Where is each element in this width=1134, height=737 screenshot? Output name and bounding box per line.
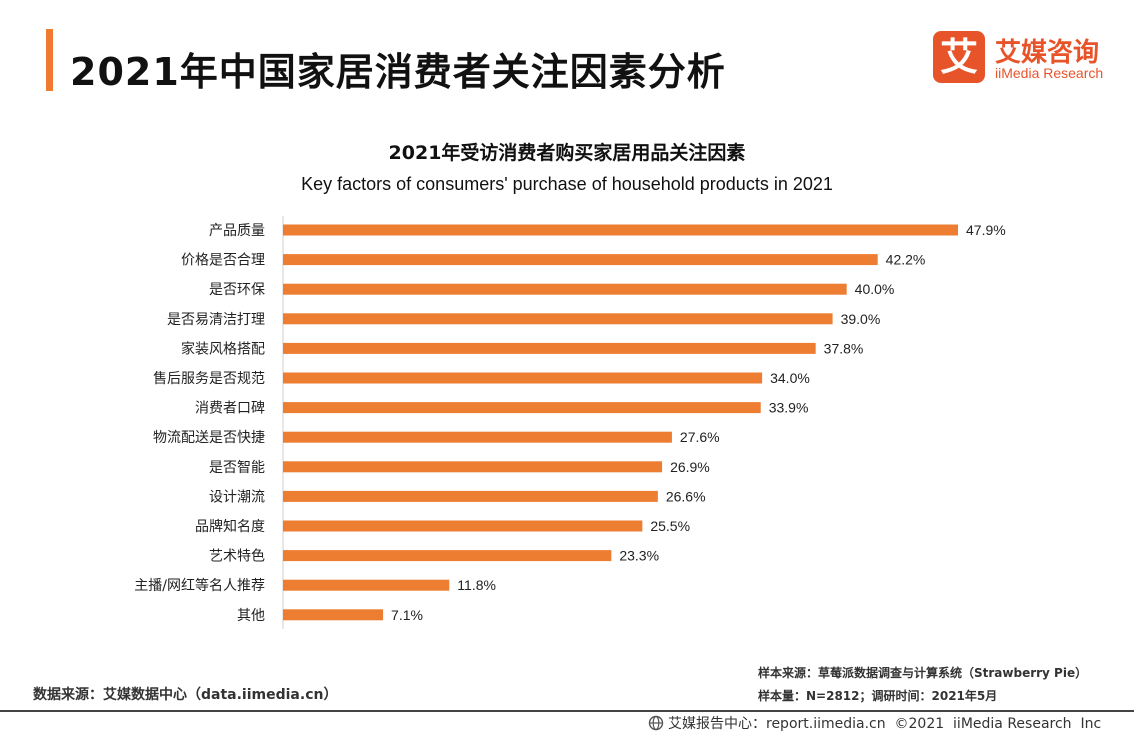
bar (283, 431, 672, 443)
footer: 艾媒报告中心：report.iimedia.cn ©2021 iiMedia R… (648, 713, 1101, 733)
bar (283, 283, 847, 295)
category-label: 是否易清洁打理 (167, 311, 265, 328)
data-source: 数据来源：艾媒数据中心（data.iimedia.cn） (33, 687, 338, 703)
bar (283, 342, 816, 354)
value-label: 37.8% (824, 340, 864, 356)
value-label: 26.9% (670, 459, 710, 475)
value-label: 25.5% (650, 518, 690, 534)
value-label: 40.0% (855, 281, 895, 297)
category-label: 产品质量 (209, 223, 265, 239)
value-label: 7.1% (391, 607, 423, 623)
value-label: 39.0% (841, 311, 881, 327)
footer-divider (0, 710, 1134, 712)
value-label: 27.6% (680, 429, 720, 445)
value-label: 23.3% (619, 548, 659, 564)
chart-subtitle: Key factors of consumers' purchase of ho… (301, 174, 833, 194)
bar (283, 579, 450, 591)
bar (283, 402, 761, 414)
value-label: 34.0% (770, 370, 810, 386)
category-label: 消费者口碑 (195, 401, 265, 417)
chart-title: 2021年受访消费者购买家居用品关注因素 (388, 142, 746, 164)
value-label: 11.8% (457, 577, 496, 593)
iimedia-logo: 艾 艾媒咨询 iiMedia Research (933, 31, 1113, 87)
footer-text: 艾媒报告中心：report.iimedia.cn ©2021 iiMedia R… (668, 716, 1102, 732)
value-label: 47.9% (966, 222, 1006, 238)
bar (283, 254, 878, 266)
sample-size-note: 样本量：N=2812；调研时间：2021年5月 (758, 689, 998, 703)
iimedia-logo-icon: 艾 (933, 31, 985, 83)
bar (283, 609, 384, 621)
bar (283, 490, 658, 502)
sample-source-note: 样本来源：草莓派数据调查与计算系统（Strawberry Pie） (758, 666, 1088, 680)
category-label: 设计潮流 (209, 489, 265, 505)
title-accent-bar (46, 29, 53, 91)
category-label: 价格是否合理 (181, 253, 265, 269)
category-label: 主播/网红等名人推荐 (134, 577, 265, 594)
category-label: 品牌知名度 (195, 518, 265, 535)
bar (283, 372, 763, 384)
bar (283, 313, 833, 325)
value-label: 42.2% (886, 252, 926, 268)
bar (283, 224, 958, 236)
bar (283, 520, 643, 532)
value-label: 26.6% (666, 488, 706, 504)
logo-name-en: iiMedia Research (995, 65, 1104, 81)
category-label: 是否智能 (209, 460, 265, 476)
value-label: 33.9% (769, 400, 809, 416)
category-label: 其他 (237, 608, 265, 624)
globe-icon (648, 715, 664, 731)
page-title: 2021年中国家居消费者关注因素分析 (70, 50, 726, 94)
category-label: 是否环保 (209, 282, 265, 298)
category-label: 家装风格搭配 (181, 340, 265, 357)
bar (283, 461, 663, 473)
category-label: 艺术特色 (209, 548, 265, 565)
logo-name-cn: 艾媒咨询 (995, 38, 1100, 68)
category-label: 售后服务是否规范 (153, 370, 265, 387)
bar (283, 550, 612, 562)
category-label: 物流配送是否快捷 (153, 430, 265, 446)
